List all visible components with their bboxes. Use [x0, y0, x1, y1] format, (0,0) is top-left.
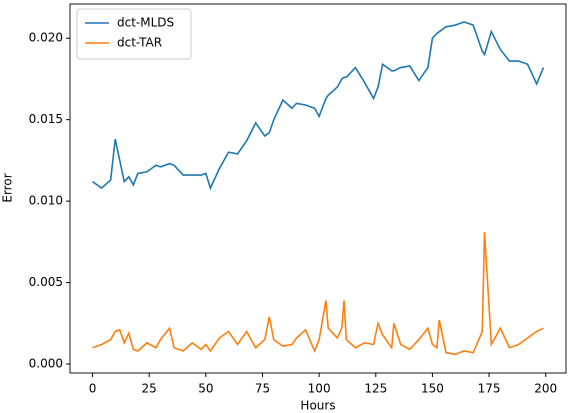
plot-frame: [69, 3, 567, 374]
x-tick-label: 200: [534, 382, 557, 396]
y-tick-label: 0.010: [29, 194, 63, 208]
x-tick-label: 25: [142, 382, 157, 396]
x-tick-label: 125: [364, 382, 387, 396]
x-tick-label: 50: [198, 382, 213, 396]
y-tick-label: 0.020: [29, 31, 63, 45]
x-tick-label: 0: [89, 382, 97, 396]
y-tick-label: 0.000: [29, 357, 63, 371]
x-tick-label: 100: [308, 382, 331, 396]
legend-label: dct-TAR: [117, 36, 162, 50]
line-series: [92, 232, 544, 356]
x-axis-label: Hours: [300, 399, 335, 413]
legend-label: dct-MLDS: [117, 16, 174, 30]
y-tick-label: 0.015: [29, 112, 63, 126]
x-tick-label: 75: [255, 382, 270, 396]
line-series: [92, 21, 545, 191]
y-axis-label: Error: [1, 173, 15, 202]
x-tick-label: 150: [421, 382, 444, 396]
x-tick-label: 175: [478, 382, 501, 396]
y-tick-label: 0.005: [29, 275, 63, 289]
legend-box: [76, 8, 192, 60]
